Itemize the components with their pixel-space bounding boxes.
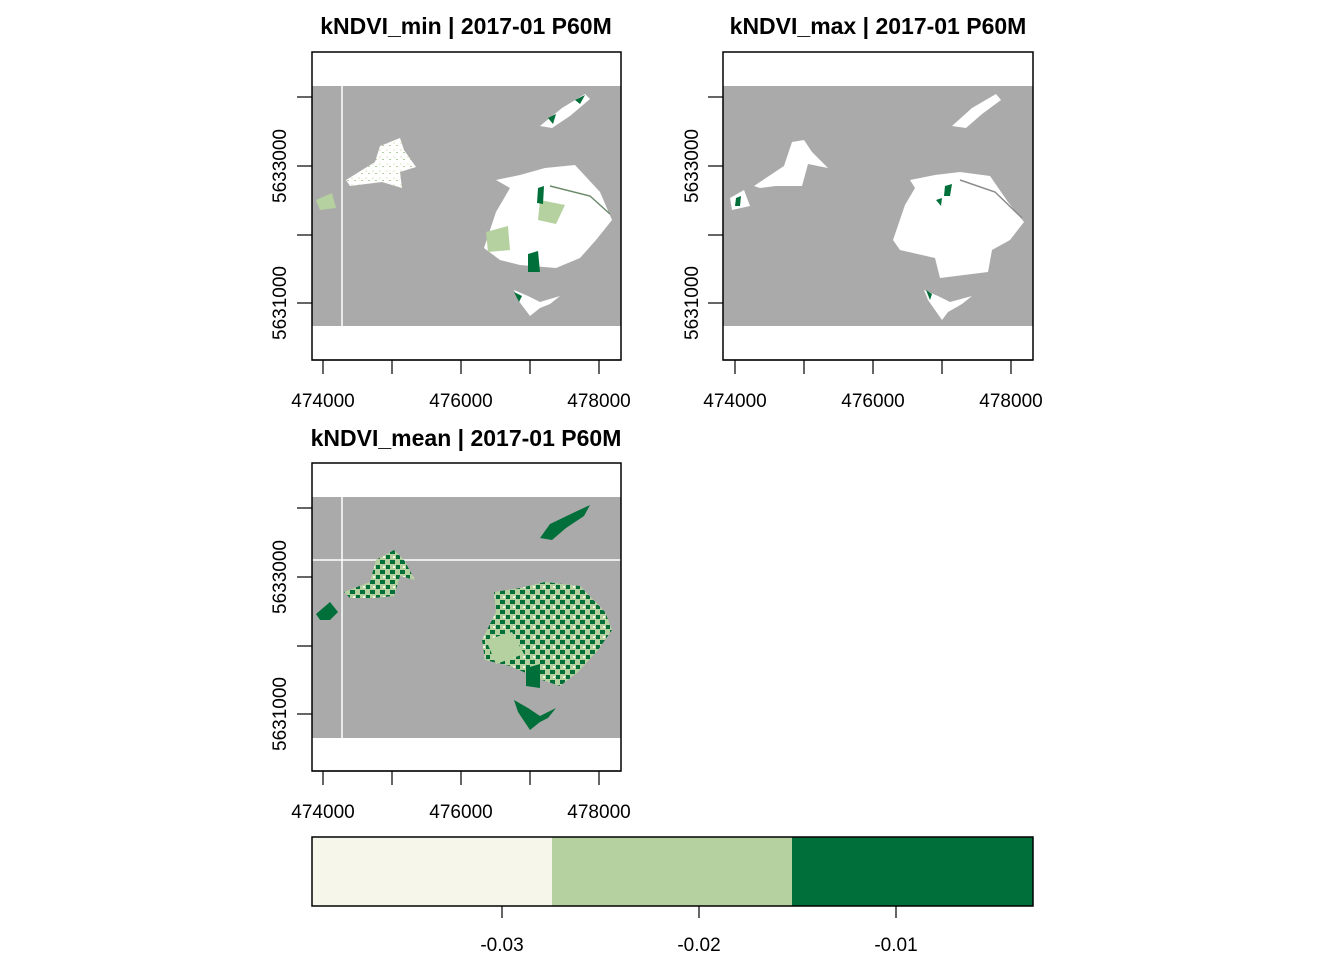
y-axis: 5631000 5633000	[682, 96, 723, 340]
x-tick-label: 478000	[979, 391, 1042, 412]
x-tick-label: 476000	[429, 391, 492, 412]
y-tick-label: 5633000	[270, 540, 291, 614]
y-tick-label: 5633000	[682, 129, 703, 203]
panel-knvdi-mean: kNDVI_mean | 2017-01 P60M 474000 476000 …	[270, 425, 631, 823]
x-tick-label: 474000	[703, 391, 766, 412]
legend-class-swatch	[312, 837, 552, 906]
x-tick-label: 478000	[567, 391, 630, 412]
legend-class-swatch	[552, 837, 792, 906]
legend-class-swatch	[792, 837, 1033, 906]
x-tick-label: 474000	[291, 391, 354, 412]
y-tick-label: 5631000	[682, 266, 703, 340]
panel-title: kNDVI_min | 2017-01 P60M	[320, 13, 612, 39]
legend-tick-label: -0.01	[874, 935, 917, 956]
x-axis: 474000 476000 478000	[703, 359, 1043, 412]
x-tick-label: 476000	[841, 391, 904, 412]
forest-patches	[316, 505, 612, 730]
legend-tick-label: -0.02	[677, 935, 720, 956]
y-tick-label: 5633000	[270, 129, 291, 203]
x-tick-label: 474000	[291, 802, 354, 823]
panel-knvdi-min: kNDVI_min | 2017-01 P60M 474000	[270, 13, 631, 412]
y-tick-label: 5631000	[270, 677, 291, 751]
x-axis: 474000 476000 478000	[291, 770, 631, 823]
panel-knvdi-max: kNDVI_max | 2017-01 P60M 474000 476000 4…	[682, 13, 1043, 412]
panel-title: kNDVI_max | 2017-01 P60M	[730, 13, 1027, 39]
y-axis: 5631000 5633000	[270, 507, 312, 751]
legend-tick-label: -0.03	[480, 935, 523, 956]
forest-patches	[316, 94, 612, 316]
color-key: -0.03 -0.02 -0.01	[311, 836, 1034, 956]
x-tick-label: 476000	[429, 802, 492, 823]
y-axis: 5631000 5633000	[270, 96, 312, 340]
y-tick-label: 5631000	[270, 266, 291, 340]
x-axis: 474000 476000 478000	[291, 359, 631, 412]
x-tick-label: 478000	[567, 802, 630, 823]
legend-frame	[311, 836, 1034, 907]
panel-title: kNDVI_mean | 2017-01 P60M	[311, 425, 622, 451]
forest-patches	[730, 94, 1024, 320]
